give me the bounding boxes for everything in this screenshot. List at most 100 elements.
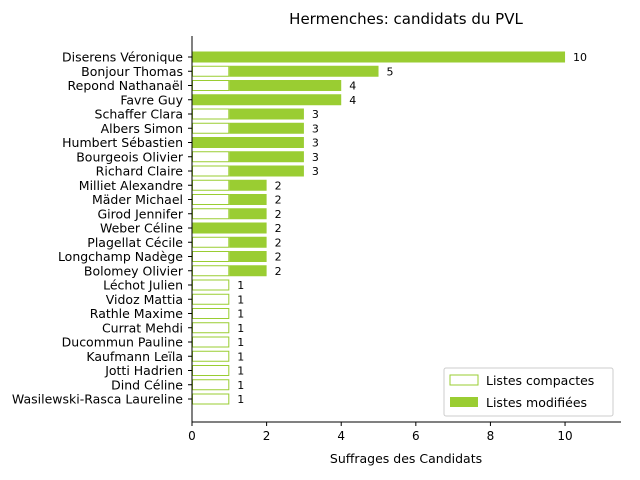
bar-modifiees	[229, 108, 304, 120]
data-label: 5	[387, 65, 394, 78]
bar-modifiees	[229, 165, 304, 177]
data-label: 1	[237, 336, 244, 349]
category-label: Dind Céline	[111, 377, 183, 392]
legend-label-compactes: Listes compactes	[486, 373, 594, 388]
category-label: Ducommun Pauline	[62, 335, 184, 350]
category-label: Mäder Michael	[92, 192, 183, 207]
x-tick-label: 8	[487, 429, 495, 443]
bar-compactes	[192, 279, 230, 291]
x-tick-label: 0	[188, 429, 196, 443]
bar-modifiees	[229, 236, 267, 248]
data-label: 3	[312, 165, 319, 178]
x-tick-label: 10	[557, 429, 572, 443]
bar-compactes	[192, 336, 230, 348]
bar-compactes	[192, 293, 230, 305]
bar-modifiees	[229, 65, 379, 77]
data-label: 2	[275, 194, 282, 207]
data-label: 3	[312, 151, 319, 164]
legend-box	[443, 367, 614, 417]
bar-compactes	[192, 322, 230, 334]
bar-compactes	[192, 379, 230, 391]
data-label: 1	[237, 393, 244, 406]
bar-modifiees	[229, 208, 267, 220]
category-label: Bonjour Thomas	[81, 64, 183, 79]
category-label: Currat Mehdi	[102, 320, 183, 335]
bar-compactes	[192, 350, 230, 362]
category-label: Jotti Hadrien	[104, 363, 183, 378]
data-label: 2	[275, 179, 282, 192]
bar-compactes	[192, 80, 230, 91]
category-label: Richard Claire	[96, 164, 184, 179]
bar-modifiees	[229, 194, 267, 205]
category-label: Favre Guy	[120, 92, 183, 107]
x-tick-label: 6	[412, 429, 420, 443]
category-label: Kaufmann Leïla	[86, 349, 183, 364]
legend: Listes compactes Listes modifiées	[443, 367, 614, 417]
bar-modifiees	[229, 151, 304, 163]
data-label: 1	[237, 350, 244, 363]
data-label: 2	[275, 208, 282, 221]
bar-compactes	[192, 365, 230, 376]
category-label: Bolomey Olivier	[84, 263, 184, 278]
data-label: 3	[312, 108, 319, 121]
legend-swatch-modifiees	[450, 397, 478, 407]
x-tick-label: 2	[263, 429, 271, 443]
category-label: Milliet Alexandre	[79, 178, 184, 193]
category-label: Wasilewski-Rasca Laureline	[12, 392, 183, 407]
data-label: 3	[312, 122, 319, 135]
category-label: Rathle Maxime	[90, 306, 184, 321]
bar-modifiees	[192, 94, 342, 106]
data-label: 1	[237, 365, 244, 378]
data-label: 2	[275, 251, 282, 264]
legend-swatch-compactes	[449, 374, 479, 386]
bar-modifiees	[192, 137, 304, 148]
bar-compactes	[192, 308, 230, 319]
category-label: Repond Nathanaël	[68, 78, 183, 93]
category-label: Bourgeois Olivier	[76, 149, 184, 164]
category-label: Schaffer Clara	[95, 107, 183, 122]
category-label: Diserens Véronique	[62, 50, 183, 65]
data-label: 1	[237, 293, 244, 306]
bar-modifiees	[229, 179, 267, 191]
bar-compactes	[192, 208, 230, 220]
bar-compactes	[192, 179, 230, 191]
category-label: Girod Jennifer	[97, 206, 183, 221]
data-label: 4	[349, 80, 356, 93]
data-label: 1	[237, 279, 244, 292]
data-label: 1	[237, 308, 244, 321]
category-label: Weber Céline	[100, 221, 183, 236]
bar-compactes	[192, 236, 230, 248]
category-label: Longchamp Nadège	[58, 249, 183, 264]
data-label: 2	[275, 236, 282, 249]
bar-modifiees	[229, 80, 342, 91]
legend-label-modifiees: Listes modifiées	[486, 395, 587, 410]
data-label: 10	[573, 51, 587, 64]
data-label: 2	[275, 265, 282, 278]
category-label: Albers Simon	[101, 121, 183, 136]
bar-compactes	[192, 151, 230, 163]
bar-compactes	[192, 165, 230, 177]
data-label: 3	[312, 137, 319, 150]
category-label: Léchot Julien	[103, 278, 183, 293]
data-label: 2	[275, 222, 282, 235]
bar-modifiees	[192, 222, 267, 234]
bar-compactes	[192, 194, 230, 205]
category-label: Vidoz Mattia	[106, 292, 183, 307]
bar-compactes	[192, 108, 230, 120]
bar-modifiees	[229, 122, 304, 134]
bar-compactes	[192, 122, 230, 134]
data-label: 1	[237, 379, 244, 392]
bar-modifiees	[229, 265, 267, 277]
x-tick-label: 4	[337, 429, 345, 443]
bar-modifiees	[229, 251, 267, 262]
category-label: Humbert Sébastien	[62, 135, 183, 150]
bar-compactes	[192, 251, 230, 262]
bar-compactes	[192, 65, 230, 77]
bar-compactes	[192, 393, 230, 405]
x-axis-title: Suffrages des Candidats	[330, 451, 482, 466]
data-label: 1	[237, 322, 244, 335]
bar-modifiees	[192, 51, 566, 63]
data-label: 4	[349, 94, 356, 107]
chart-title: Hermenches: candidats du PVL	[289, 10, 523, 28]
category-label: Plagellat Cécile	[87, 235, 183, 250]
